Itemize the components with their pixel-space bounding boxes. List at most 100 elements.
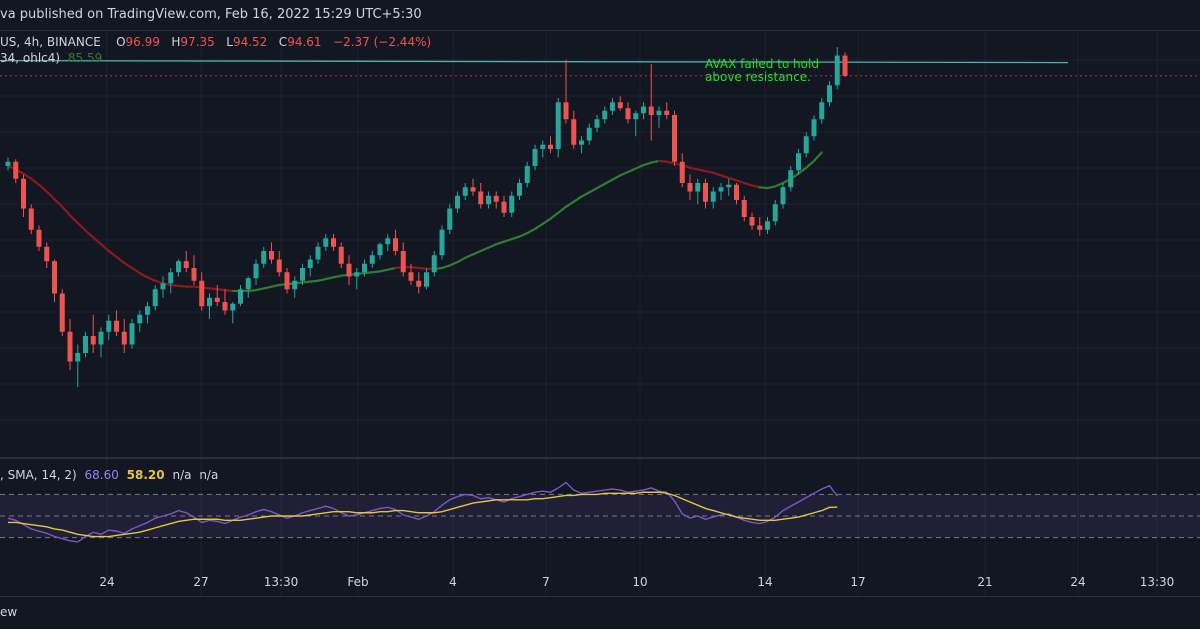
symbol-label[interactable]: US, 4h, BINANCE — [0, 35, 101, 49]
low-value: 94.52 — [232, 35, 268, 49]
ma-segment — [324, 276, 335, 281]
candle-body — [827, 85, 832, 103]
candle-body — [548, 144, 553, 149]
candles — [5, 47, 848, 387]
candle-body — [431, 255, 437, 273]
candle-body — [307, 259, 313, 268]
x-tick-label: 21 — [977, 575, 992, 589]
ma-segment — [611, 174, 622, 181]
x-tick-label: 17 — [850, 575, 865, 589]
candle-body — [385, 238, 391, 245]
ma-segment — [177, 284, 188, 288]
x-axis-ticks: 24 27 13:30 Feb 4 7 10 14 17 21 24 13:30 — [99, 575, 1174, 589]
moving-average-line — [6, 151, 823, 293]
ma-segment — [247, 289, 258, 293]
candle-body — [67, 331, 73, 362]
ma-segment — [456, 256, 467, 264]
x-tick-label: 24 — [99, 575, 114, 589]
ma-segment — [99, 243, 110, 253]
candle-body — [455, 195, 460, 209]
ma-segment — [634, 164, 645, 170]
ma-segment — [332, 274, 343, 279]
chart-annotation[interactable]: AVAX failed to hold above resistance. — [705, 58, 819, 84]
ma-segment — [750, 184, 761, 189]
candle-body — [811, 119, 817, 137]
resistance-line — [0, 59, 1200, 77]
candle-body — [470, 187, 476, 192]
candle-body — [617, 102, 623, 109]
candle-body — [36, 229, 42, 247]
close-value: 94.61 — [287, 35, 322, 49]
ma-legend[interactable]: 34, ohlc4) 85.59 — [0, 51, 102, 65]
ma-segment — [61, 205, 72, 217]
candle-body — [222, 302, 228, 311]
candle-body — [462, 187, 468, 196]
candle-body — [679, 161, 685, 183]
candle-body — [718, 187, 724, 192]
candle-body — [168, 272, 174, 284]
ma-segment — [688, 166, 699, 171]
candle-body — [602, 110, 608, 120]
candle-body — [284, 272, 290, 290]
candle-body — [338, 246, 344, 264]
ma-segment — [30, 177, 41, 186]
ma-segment — [45, 190, 56, 201]
ma-segment — [254, 287, 265, 292]
ma-segment — [758, 186, 769, 190]
candle-body — [656, 110, 662, 115]
ma-segment — [805, 159, 816, 169]
ma-segment — [262, 285, 273, 290]
x-tick-label: 4 — [449, 575, 457, 589]
candle-body — [695, 183, 701, 192]
ma-segment — [727, 176, 738, 182]
candle-body — [687, 183, 693, 192]
candle-body — [176, 261, 181, 273]
rsi-na-2: n/a — [199, 468, 219, 482]
ma-segment — [76, 221, 87, 232]
x-tick-label: 24 — [1070, 575, 1085, 589]
candle-body — [13, 161, 19, 179]
high-label: H — [171, 35, 181, 49]
candle-body — [563, 102, 569, 120]
candle-body — [114, 320, 119, 332]
ma-segment — [650, 159, 661, 164]
rsi-sma-value: 58.20 — [126, 468, 165, 482]
ma-segment — [270, 283, 281, 288]
candle-body — [734, 184, 739, 200]
ma-segment — [580, 191, 591, 198]
ma-segment — [378, 268, 389, 273]
ma-segment — [84, 229, 95, 239]
candle-body — [5, 161, 11, 166]
candle-body — [261, 251, 267, 264]
ma-segment — [448, 260, 459, 267]
candle-body — [579, 140, 584, 145]
candle-body — [517, 183, 522, 196]
high-value: 97.35 — [180, 35, 215, 49]
candle-body — [245, 278, 251, 290]
ma-segment — [146, 276, 157, 282]
candle-body — [98, 331, 104, 345]
ma-segment — [657, 159, 668, 163]
rsi-label: , SMA, 14, 2) — [0, 468, 77, 482]
candle-body — [416, 280, 422, 287]
ma-segment — [309, 279, 320, 283]
ma-segment — [471, 249, 482, 256]
candle-body — [191, 268, 197, 281]
candle-body — [788, 170, 794, 188]
candle-body — [571, 119, 577, 145]
ma-segment — [130, 266, 141, 275]
candle-body — [641, 106, 646, 114]
ma-segment — [53, 198, 64, 208]
ma-segment — [22, 172, 33, 180]
ma-segment — [812, 151, 823, 162]
ma-segment — [138, 272, 149, 279]
candle-body — [90, 336, 96, 345]
ma-segment — [518, 232, 529, 238]
rsi-legend[interactable]: , SMA, 14, 2) 68.60 58.20 n/a n/a — [0, 468, 218, 482]
candle-body — [586, 127, 592, 141]
candle-body — [129, 323, 135, 345]
candle-body — [331, 238, 336, 247]
bottom-label[interactable]: ew — [0, 605, 18, 619]
candle-body — [540, 144, 546, 149]
candle-body — [238, 289, 243, 304]
